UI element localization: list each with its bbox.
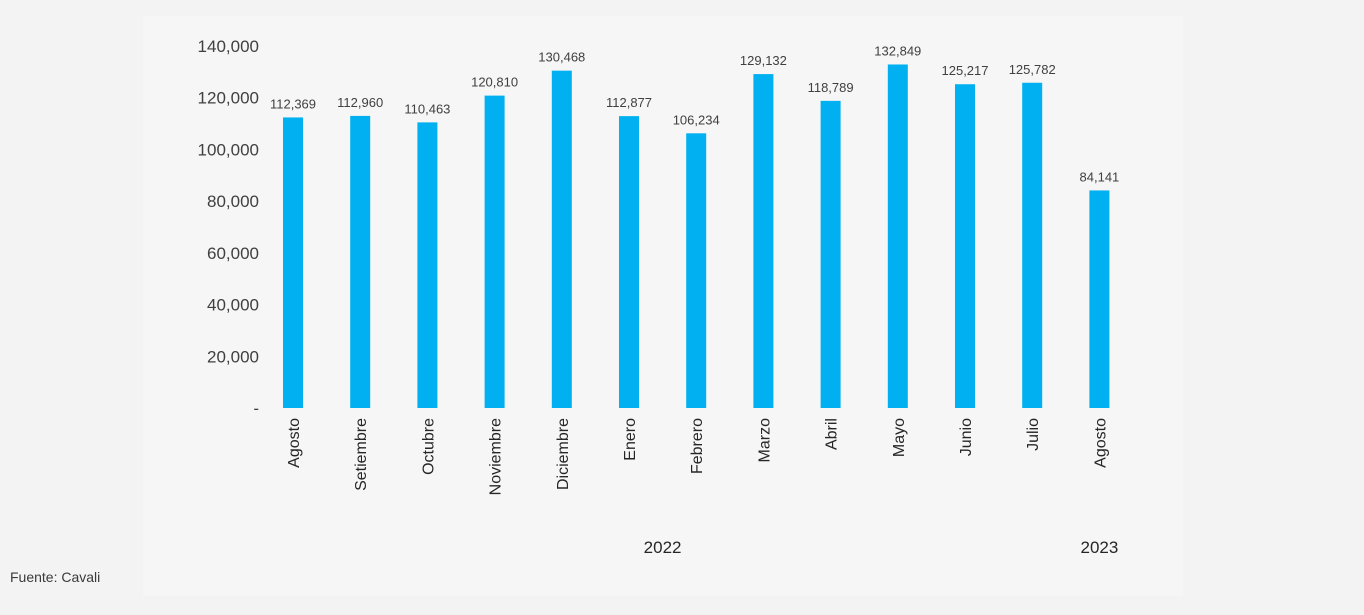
- y-tick-label: 100,000: [198, 140, 259, 159]
- data-label: 112,369: [270, 96, 316, 111]
- y-tick-label: 140,000: [198, 37, 259, 56]
- bar: [619, 116, 639, 409]
- data-label: 84,141: [1080, 169, 1120, 184]
- category-label: Noviembre: [488, 418, 505, 495]
- data-label: 132,849: [874, 43, 921, 58]
- year-label: 2022: [644, 538, 682, 557]
- data-label: 125,782: [1009, 62, 1056, 77]
- bar: [1022, 82, 1043, 409]
- year-axis: 2022 2023: [644, 538, 1119, 557]
- category-label: Mayo: [891, 418, 908, 457]
- category-label: Marzo: [756, 418, 773, 463]
- source-note: Fuente: Cavali: [10, 569, 101, 585]
- category-label: Diciembre: [555, 418, 572, 490]
- data-label: 112,960: [337, 95, 383, 110]
- y-tick-label: 120,000: [198, 89, 259, 108]
- category-label: Junio: [958, 418, 975, 456]
- data-label: 129,132: [740, 53, 787, 68]
- bar: [417, 122, 438, 409]
- x-axis: Agosto Setiembre Octubre Noviembre Diciembre…: [286, 418, 1109, 495]
- bar: [887, 64, 908, 408]
- category-label: Febrero: [689, 418, 706, 474]
- y-tick-label: 40,000: [207, 296, 259, 315]
- y-tick-label: -: [253, 399, 259, 418]
- data-label: 120,810: [471, 75, 518, 90]
- bar-chart: - 20,000 40,000 60,000 80,000 100,000 120,000 1…: [198, 37, 1120, 557]
- year-label: 2023: [1080, 538, 1118, 557]
- category-label: Julio: [1025, 418, 1042, 451]
- data-label: 125,217: [942, 63, 989, 78]
- data-label: 130,468: [538, 50, 585, 65]
- y-axis: - 20,000 40,000 60,000 80,000 100,000 120,000 1…: [198, 37, 259, 418]
- bar: [283, 117, 303, 409]
- data-label: 110,463: [404, 101, 450, 116]
- bar: [551, 70, 572, 408]
- data-label: 106,234: [673, 112, 720, 127]
- bar: [753, 74, 774, 408]
- bars: [283, 64, 1110, 409]
- data-label: 118,789: [808, 80, 854, 95]
- category-label: Agosto: [286, 418, 303, 468]
- y-tick-label: 80,000: [207, 192, 259, 211]
- category-label: Agosto: [1092, 418, 1109, 468]
- bar: [1089, 190, 1110, 408]
- data-labels: 112,369 112,960 110,463 120,810 130,468 112,8…: [270, 43, 1119, 184]
- bar: [686, 133, 707, 408]
- category-label: Enero: [622, 418, 639, 461]
- y-tick-label: 20,000: [207, 347, 259, 366]
- y-tick-label: 60,000: [207, 244, 259, 263]
- category-label: Octubre: [420, 418, 437, 475]
- category-label: Abril: [824, 418, 841, 450]
- chart-panel: - 20,000 40,000 60,000 80,000 100,000 120,000 1…: [143, 16, 1183, 596]
- bar: [955, 84, 975, 409]
- bar: [484, 95, 505, 408]
- bar: [820, 100, 841, 409]
- category-label: Setiembre: [353, 418, 370, 491]
- data-label: 112,877: [606, 95, 652, 110]
- bar: [350, 115, 371, 408]
